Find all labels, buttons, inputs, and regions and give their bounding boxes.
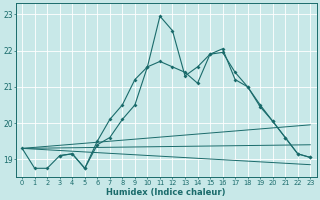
X-axis label: Humidex (Indice chaleur): Humidex (Indice chaleur) [107, 188, 226, 197]
